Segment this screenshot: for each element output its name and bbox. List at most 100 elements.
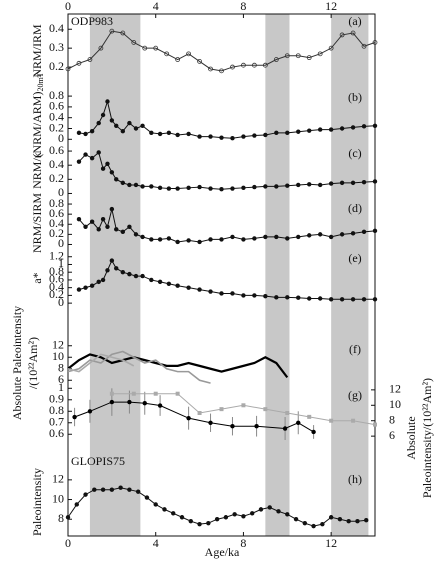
marker [339,232,345,237]
marker [296,182,301,188]
y-axis-label: NRM/IRM [30,24,44,78]
marker [109,170,115,175]
marker [219,135,224,140]
marker [96,227,101,232]
marker [133,232,139,237]
marker [274,184,279,189]
y-tick-label: 0.8 [49,196,64,210]
marker [186,415,191,421]
marker [208,134,213,139]
marker [241,293,246,298]
marker [223,515,229,520]
marker [317,296,323,301]
marker [311,429,316,435]
marker [230,136,235,141]
marker [208,289,213,294]
marker [186,131,191,137]
marker [361,124,367,129]
y-tick-label: 0.2 [49,287,64,301]
marker [153,502,158,507]
marker [100,112,106,118]
y-axis-label-text: a* [30,272,44,283]
marker [87,409,93,414]
marker [241,403,246,408]
marker [285,183,290,188]
marker [252,236,257,241]
y-axis-label: a* [30,272,44,283]
y-axis-label-text: (NRM/ARM) [30,92,44,158]
y-tick-label: 0.8 [49,88,64,102]
y2-tick-label: 6 [389,428,395,442]
marker [127,224,132,229]
marker [230,234,235,240]
y-tick-label: 1.2 [49,248,64,262]
marker [72,414,77,420]
marker [372,179,378,184]
marker [105,99,110,104]
marker [89,219,95,224]
marker [361,229,367,235]
y2-tick-label: 10 [389,397,401,411]
marker [208,186,213,191]
marker [214,517,220,522]
panel-letter: (f) [349,342,361,356]
y-axis-label: Paleointensity [30,468,44,536]
marker [307,233,312,238]
y-axis-label-text: NRM/SIRM [30,193,44,253]
marker [65,515,71,520]
marker [317,51,323,57]
marker [109,399,115,405]
marker [252,293,257,298]
marker [109,206,115,212]
y-tick-label: 12 [52,338,64,352]
marker [157,131,163,137]
marker [186,185,191,191]
marker [350,125,356,130]
y-tick-label: 0.4 [49,216,64,230]
marker [83,224,88,229]
marker [127,399,132,405]
y-tick-label: 8 [58,511,64,525]
marker [114,123,119,128]
marker [142,45,148,51]
marker [153,45,159,51]
y-tick-label: 1 [58,256,64,270]
marker [175,186,180,191]
y-tick-label: 0.6 [49,143,64,157]
x-tick-label-top: 0 [65,0,71,13]
marker [89,155,95,161]
marker [175,391,180,396]
marker [175,283,180,288]
marker [328,127,334,132]
marker [252,133,257,138]
marker [230,64,235,70]
marker [328,45,334,51]
marker [162,507,167,512]
marker [219,187,224,192]
x-tick-label-top: 8 [240,0,246,13]
y-tick-label: 0.3 [49,40,64,54]
y-tick-label: 0.8 [49,403,64,417]
marker [114,177,119,182]
marker [241,514,246,519]
marker [120,30,126,36]
marker [254,424,259,429]
y-axis-label: Absolute Paleointensity [10,306,24,420]
marker [127,120,132,126]
y2-tick-label: 12 [389,382,401,396]
marker [364,518,369,523]
marker [302,520,308,526]
panel-letter: (h) [348,472,362,486]
y-axis-label-text: NRM/IRM [30,24,44,78]
marker [241,134,246,139]
marker [127,487,132,492]
series-line [67,353,135,373]
marker [372,297,378,302]
y-axis-label: NRM/SIRM [30,193,44,253]
marker [197,59,202,64]
y2-axis-label: Absolute [404,416,418,459]
marker [171,511,176,516]
marker [361,179,367,185]
y-tick-label: 12 [52,472,64,486]
y-tick-label: 0.2 [49,59,64,73]
